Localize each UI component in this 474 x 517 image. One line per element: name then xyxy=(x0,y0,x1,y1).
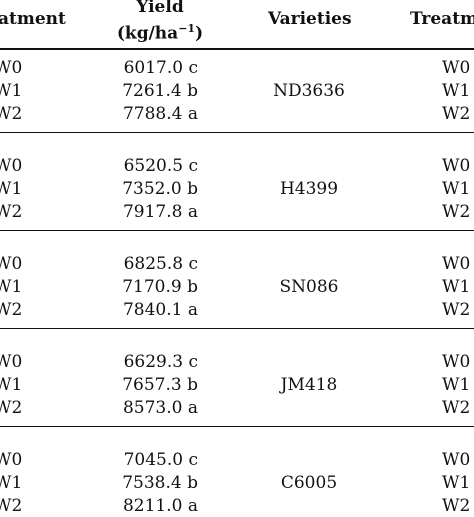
yield-cell: 7657.3 b xyxy=(122,375,198,395)
treatment-right-cell: W2 xyxy=(442,398,471,418)
treatment-cell: W1 xyxy=(0,375,23,395)
header-yield-unit-sup: −1 xyxy=(178,22,196,35)
variety-cell: H4399 xyxy=(279,179,339,199)
treatment-cell: W0 xyxy=(0,450,23,470)
yield-cell: 8573.0 a xyxy=(122,398,198,418)
treatment-cell: W1 xyxy=(0,473,23,493)
yield-cell: 7352.0 b xyxy=(122,179,198,199)
yield-cell: 7045.0 c xyxy=(123,450,198,470)
header-yield-unit: (kg/ha−1) xyxy=(100,18,220,45)
treatment-cell: W1 xyxy=(0,179,23,199)
treatment-right-cell: W0 xyxy=(442,254,471,274)
treatment-right-cell: W1 xyxy=(442,375,471,395)
variety-cell: ND3636 xyxy=(273,81,345,101)
header-yield-unit-close: ) xyxy=(195,23,204,44)
treatment-right-cell: W1 xyxy=(442,81,471,101)
variety-cell: SN086 xyxy=(279,277,339,297)
group-divider xyxy=(0,230,474,231)
header-rule xyxy=(0,48,474,50)
treatment-right-cell: W0 xyxy=(442,58,471,78)
yield-cell: 8211.0 a xyxy=(122,496,198,516)
yield-cell: 7170.9 b xyxy=(122,277,198,297)
variety-cell: JM418 xyxy=(280,375,338,395)
yield-cell: 6825.8 c xyxy=(123,254,198,274)
treatment-right-cell: W1 xyxy=(442,179,471,199)
header-yield-line1: Yield xyxy=(136,0,184,17)
treatment-right-cell: W1 xyxy=(442,473,471,493)
treatment-cell: W0 xyxy=(0,352,23,372)
yield-cell: 7917.8 a xyxy=(122,202,198,222)
treatment-right-cell: W0 xyxy=(442,352,471,372)
treatment-cell: W2 xyxy=(0,398,23,418)
treatment-right-cell: W2 xyxy=(442,104,471,124)
header-yield-unit-text: (kg/ha xyxy=(116,23,179,44)
treatment-cell: W0 xyxy=(0,58,23,78)
treatment-cell: W1 xyxy=(0,277,23,297)
yield-cell: 7788.4 a xyxy=(122,104,198,124)
group-divider xyxy=(0,132,474,133)
yield-cell: 7538.4 b xyxy=(122,473,198,493)
treatment-right-cell: W2 xyxy=(442,496,471,516)
treatment-cell: W0 xyxy=(0,254,23,274)
yield-cell: 6629.3 c xyxy=(123,352,198,372)
treatment-right-cell: W0 xyxy=(442,156,471,176)
treatment-cell: W0 xyxy=(0,156,23,176)
treatment-right-cell: W1 xyxy=(442,277,471,297)
header-treatment-right: Treatm xyxy=(410,9,474,29)
yield-cell: 6520.5 c xyxy=(123,156,198,176)
group-divider xyxy=(0,426,474,427)
treatment-cell: W2 xyxy=(0,496,23,516)
treatment-cell: W1 xyxy=(0,81,23,101)
treatment-cell: W2 xyxy=(0,300,23,320)
yield-cell: 6017.0 c xyxy=(123,58,198,78)
variety-cell: C6005 xyxy=(280,473,338,493)
treatment-cell: W2 xyxy=(0,202,23,222)
header-treatment: atment xyxy=(0,9,66,29)
yield-cell: 7840.1 a xyxy=(122,300,198,320)
group-divider xyxy=(0,328,474,329)
header-yield: Yield xyxy=(100,0,220,18)
yield-cell: 7261.4 b xyxy=(122,81,198,101)
header-varieties: Varieties xyxy=(268,9,352,29)
treatment-right-cell: W2 xyxy=(442,202,471,222)
treatment-right-cell: W0 xyxy=(442,450,471,470)
treatment-right-cell: W2 xyxy=(442,300,471,320)
treatment-cell: W2 xyxy=(0,104,23,124)
